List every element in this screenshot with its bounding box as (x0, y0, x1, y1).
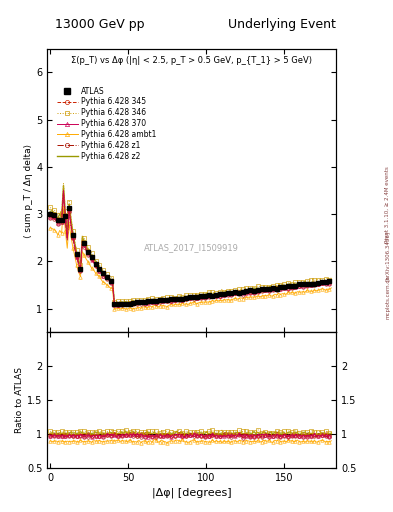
Text: [arXiv:1306.3436]: [arXiv:1306.3436] (385, 231, 390, 281)
Y-axis label: Ratio to ATLAS: Ratio to ATLAS (15, 368, 24, 433)
Text: Underlying Event: Underlying Event (228, 17, 336, 31)
Text: Σ(p_T) vs Δφ (|η| < 2.5, p_T > 0.5 GeV, p_{T_1} > 5 GeV): Σ(p_T) vs Δφ (|η| < 2.5, p_T > 0.5 GeV, … (71, 56, 312, 65)
Y-axis label: ⟨ sum p_T / Δη delta⟩: ⟨ sum p_T / Δη delta⟩ (24, 143, 33, 238)
Text: Rivet 3.1.10, ≥ 2.4M events: Rivet 3.1.10, ≥ 2.4M events (385, 166, 390, 243)
Text: mcplots.cern.ch: mcplots.cern.ch (385, 275, 390, 319)
Text: 13000 GeV pp: 13000 GeV pp (55, 17, 145, 31)
Legend: ATLAS, Pythia 6.428 345, Pythia 6.428 346, Pythia 6.428 370, Pythia 6.428 ambt1,: ATLAS, Pythia 6.428 345, Pythia 6.428 34… (57, 87, 156, 161)
Text: ATLAS_2017_I1509919: ATLAS_2017_I1509919 (144, 243, 239, 252)
X-axis label: |Δφ| [degrees]: |Δφ| [degrees] (152, 487, 231, 498)
